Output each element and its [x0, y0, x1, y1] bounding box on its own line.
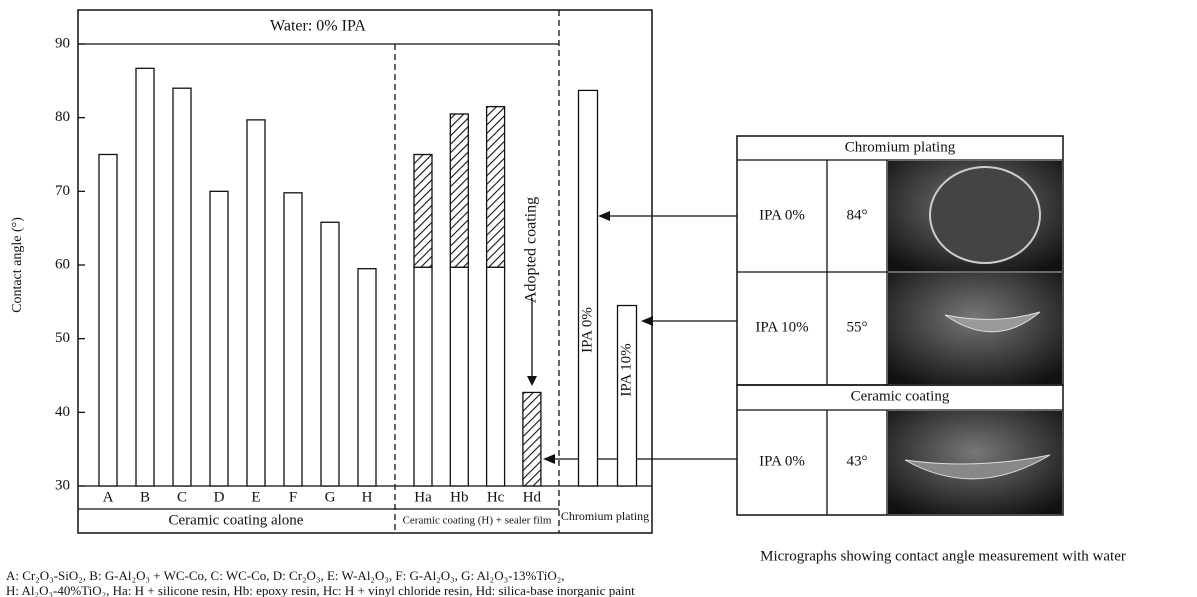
- x-tick-label: Hb: [450, 489, 468, 505]
- table-title: Ceramic coating: [851, 388, 950, 404]
- x-tick-label: C: [177, 489, 187, 505]
- bar: [98, 153, 118, 487]
- x-tick-label: B: [140, 489, 150, 505]
- bar-label: IPA 10%: [618, 343, 634, 396]
- legend-line: H: Al₂O₃-40%TiO₂, Ha: H + silicone resin…: [6, 583, 635, 597]
- droplet: [904, 454, 1051, 480]
- arrow-head: [598, 211, 610, 221]
- droplet: [944, 311, 1041, 333]
- group-label: Chromium plating: [561, 509, 649, 523]
- hatched-bar: [449, 113, 469, 268]
- hatched-bar: [413, 153, 433, 268]
- y-tick-label: 40: [55, 404, 70, 420]
- x-tick-label: D: [214, 489, 225, 505]
- bar: [577, 89, 599, 487]
- angle: 84°: [847, 207, 868, 223]
- group-label: Ceramic coating (H) + sealer film: [403, 515, 552, 527]
- bar: [283, 192, 303, 487]
- bar: [246, 119, 266, 487]
- y-tick-label: 90: [55, 35, 70, 51]
- arrow-head: [543, 454, 555, 464]
- x-tick-label: A: [103, 489, 114, 505]
- x-tick-label: E: [251, 489, 260, 505]
- table-title: Chromium plating: [845, 139, 956, 155]
- micro-table: [736, 384, 1064, 516]
- x-tick-label: Hc: [487, 489, 505, 505]
- bar-label: IPA 0%: [579, 307, 595, 353]
- plot-frame: [77, 9, 653, 534]
- hatched-bar: [485, 105, 506, 268]
- condition: IPA 10%: [755, 319, 808, 335]
- x-tick-label: H: [362, 489, 373, 505]
- y-tick-label: 50: [55, 330, 70, 346]
- legend-line: A: Cr₂O₃-SiO₂, B: G-Al₂O₃ + WC-Co, C: WC…: [6, 568, 565, 583]
- header: Water: 0% IPA: [270, 18, 366, 35]
- bar: [209, 190, 229, 487]
- x-tick-label: F: [289, 489, 297, 505]
- arrow-head: [641, 316, 653, 326]
- x-tick-label: Ha: [414, 489, 432, 505]
- bar: [172, 87, 192, 487]
- x-tick-label: G: [325, 489, 336, 505]
- droplet: [929, 166, 1041, 264]
- hatched-bar: [522, 391, 542, 487]
- angle: 55°: [847, 319, 868, 335]
- condition: IPA 0%: [759, 453, 805, 469]
- bar: [135, 67, 155, 487]
- bar: [413, 266, 433, 487]
- annotation: Adopted coating: [523, 197, 540, 303]
- y-tick-label: 30: [55, 477, 70, 493]
- condition: IPA 0%: [759, 207, 805, 223]
- caption: Micrographs showing contact angle measur…: [760, 548, 1126, 564]
- y-tick-label: 70: [55, 183, 70, 199]
- arrow-head: [527, 376, 537, 386]
- angle: 43°: [847, 453, 868, 469]
- bar: [357, 268, 377, 487]
- bar: [449, 266, 469, 487]
- bar: [320, 221, 340, 487]
- bar: [616, 304, 638, 487]
- group-label: Ceramic coating alone: [169, 512, 304, 528]
- y-axis-label: Contact angle (°): [10, 217, 25, 313]
- x-tick-label: Hd: [523, 489, 542, 505]
- y-tick-label: 80: [55, 109, 70, 125]
- y-tick-label: 60: [55, 256, 70, 272]
- bar: [485, 266, 506, 487]
